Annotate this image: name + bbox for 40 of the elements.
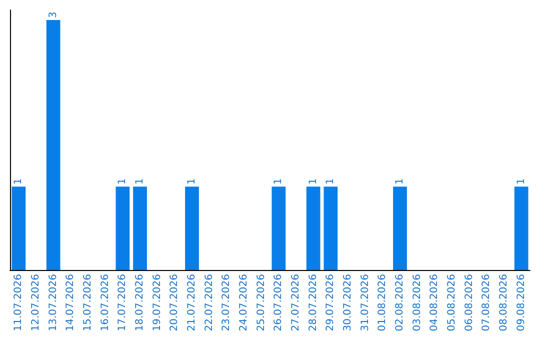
x-tick-label: 06.08.2026 [464, 274, 475, 332]
data-label: 1 [516, 178, 527, 185]
x-tick-label: 26.07.2026 [273, 274, 284, 332]
x-tick-label: 30.07.2026 [342, 274, 354, 332]
x-tick-label: 22.07.2026 [204, 274, 215, 332]
data-label: 1 [394, 178, 406, 185]
data-label: 1 [13, 178, 24, 185]
data-label: 1 [308, 178, 319, 185]
x-tick-label: 23.07.2026 [221, 274, 232, 332]
x-tick-label: 16.07.2026 [100, 274, 111, 332]
x-tick-label: 20.07.2026 [169, 274, 180, 332]
data-label: 3 [48, 12, 59, 18]
x-tick-label: 15.07.2026 [82, 274, 94, 332]
x-tick-label: 27.07.2026 [290, 274, 302, 332]
x-tick-label: 09.08.2026 [516, 274, 527, 332]
x-tick-label: 01.08.2026 [377, 274, 388, 332]
x-tick-label: 08.08.2026 [498, 274, 510, 332]
data-label: 1 [325, 178, 336, 185]
x-tick-label: 11.07.2026 [13, 274, 24, 332]
x-tick-label: 29.07.2026 [325, 274, 336, 332]
data-label: 1 [273, 178, 284, 185]
x-tick-label: 25.07.2026 [256, 274, 267, 332]
x-tick-label: 12.07.2026 [30, 274, 42, 332]
x-tick-label: 04.08.2026 [429, 274, 440, 332]
x-tick-label: 19.07.2026 [152, 274, 163, 332]
x-tick-label: 03.08.2026 [412, 274, 423, 332]
data-label: 1 [117, 178, 128, 185]
x-tick-label: 05.08.2026 [446, 274, 458, 332]
x-tick-label: 24.07.2026 [238, 274, 250, 332]
x-tick-label: 07.08.2026 [481, 274, 492, 332]
x-tick-label: 17.07.2026 [117, 274, 128, 332]
x-tick-label: 28.07.2026 [308, 274, 319, 332]
x-tick-label: 31.07.2026 [360, 274, 371, 332]
x-tick-label: 13.07.2026 [48, 274, 59, 332]
x-tick-label: 18.07.2026 [134, 274, 146, 332]
data-label: 1 [186, 178, 198, 185]
x-tick-label: 02.08.2026 [394, 274, 406, 332]
x-tick-label: 14.07.2026 [65, 274, 76, 332]
data-label: 1 [134, 178, 146, 185]
x-tick-label: 21.07.2026 [186, 274, 198, 332]
